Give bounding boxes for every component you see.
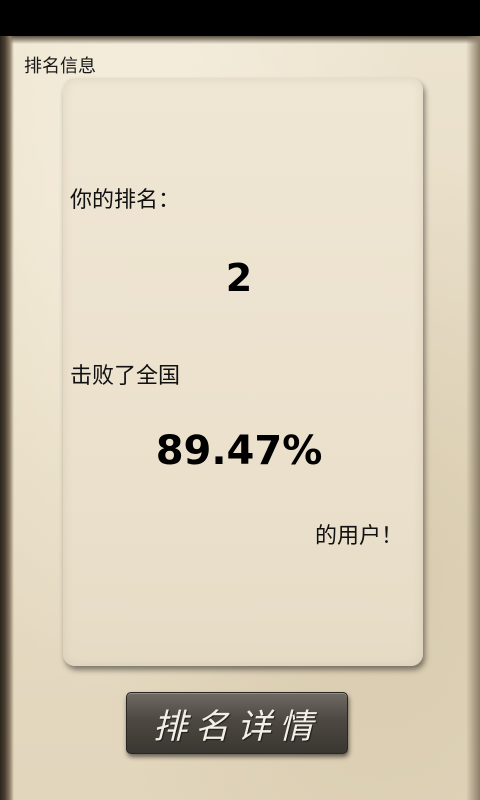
page-title: 排名信息 [24,56,96,77]
page-edge-right [466,36,480,800]
beat-label: 击败了全国 [70,364,181,389]
users-label: 的用户！ [314,524,403,549]
page-edge-left [0,36,14,800]
rank-card: 你的排名： 2 击败了全国 89.47% 的用户！ [63,78,423,666]
page-edge-top [0,36,480,44]
rank-info-screen: 排名信息 你的排名： 2 击败了全国 89.47% 的用户！ 排名详情 [0,36,480,800]
status-bar [0,0,480,36]
rank-label: 你的排名： [70,188,181,213]
rank-details-button-label: 排名详情 [153,706,321,747]
rank-value: 2 [225,256,253,300]
rank-details-button[interactable]: 排名详情 [126,692,348,754]
percent-value: 89.47% [155,428,323,474]
